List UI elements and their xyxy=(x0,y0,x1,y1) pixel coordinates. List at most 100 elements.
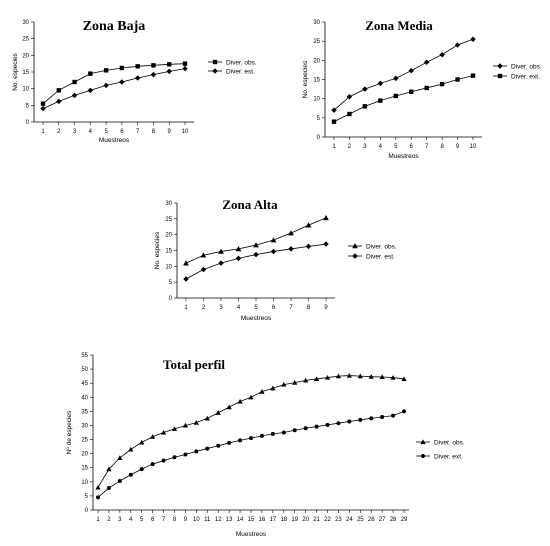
data-point xyxy=(103,68,109,73)
x-tick-label: 25 xyxy=(357,517,364,523)
y-axis-label: No. especies xyxy=(12,52,19,90)
data-point xyxy=(303,426,308,431)
data-point xyxy=(134,75,141,81)
x-tick-label: 4 xyxy=(89,129,93,135)
x-axis-label: Muestreos xyxy=(236,531,267,538)
data-point xyxy=(378,98,383,103)
x-tick-label: 5 xyxy=(140,517,144,523)
data-point xyxy=(281,381,287,387)
data-point xyxy=(139,467,144,472)
data-point xyxy=(270,431,275,436)
data-point xyxy=(235,246,242,252)
x-axis-label: Muestreos xyxy=(241,315,272,322)
legend-label: Diver. obs. xyxy=(366,243,397,250)
data-point xyxy=(96,495,100,500)
data-point xyxy=(402,409,406,414)
x-tick-label: 2 xyxy=(107,517,111,523)
x-tick-label: 3 xyxy=(219,305,223,311)
y-tick-label: 20 xyxy=(81,452,88,458)
y-tick-label: 20 xyxy=(22,53,29,59)
x-tick-label: 1 xyxy=(96,517,100,523)
x-tick-label: 9 xyxy=(456,144,460,150)
data-point xyxy=(160,429,167,435)
x-tick-label: 7 xyxy=(162,517,166,523)
x-tick-label: 18 xyxy=(280,517,287,523)
data-point xyxy=(347,111,352,117)
series-line xyxy=(333,38,474,111)
legend-entry: Diver. est. xyxy=(348,253,395,260)
series-1 xyxy=(331,36,476,113)
data-point xyxy=(368,374,374,379)
y-tick-label: 10 xyxy=(313,97,320,103)
x-tick-label: 7 xyxy=(136,129,140,135)
y-tick-label: 25 xyxy=(81,438,88,444)
data-point xyxy=(377,80,384,87)
data-point xyxy=(150,462,155,467)
data-point xyxy=(305,243,312,250)
x-tick-label: 5 xyxy=(104,129,108,135)
y-axis-label: No. especies xyxy=(302,60,309,98)
y-tick-label: 20 xyxy=(313,58,320,64)
data-point xyxy=(324,374,331,380)
x-tick-label: 14 xyxy=(237,517,244,523)
y-tick-label: 30 xyxy=(313,20,320,26)
data-point xyxy=(455,77,460,82)
legend-marker xyxy=(352,243,358,249)
legend-entry: Diver. ext. xyxy=(493,73,540,80)
series-line xyxy=(97,375,405,488)
x-axis-label: Muestreos xyxy=(99,137,130,144)
data-point xyxy=(393,93,398,99)
data-point xyxy=(331,107,337,113)
y-tick-label: 25 xyxy=(22,37,29,43)
y-tick-label: 10 xyxy=(81,480,88,486)
data-point xyxy=(183,260,189,266)
x-tick-label: 20 xyxy=(302,517,309,523)
x-tick-label: 26 xyxy=(368,517,375,523)
data-point xyxy=(205,446,210,451)
data-point xyxy=(401,376,407,382)
y-axis-label: Nº de especies xyxy=(66,410,73,454)
data-point xyxy=(172,455,177,460)
series-2 xyxy=(96,409,406,500)
legend-entry: Diver. obs. xyxy=(208,59,257,66)
data-point xyxy=(288,230,294,236)
x-tick-label: 1 xyxy=(41,129,45,135)
legend-marker xyxy=(497,73,503,79)
data-point xyxy=(215,410,221,415)
data-point xyxy=(166,68,172,75)
x-tick-label: 2 xyxy=(202,305,206,311)
data-point xyxy=(323,215,329,221)
chart-title: Zona Alta xyxy=(222,197,278,212)
data-point xyxy=(357,373,363,379)
data-point xyxy=(259,389,265,394)
data-point xyxy=(380,415,385,419)
data-point xyxy=(150,71,157,78)
legend-marker xyxy=(212,68,218,74)
x-tick-label: 27 xyxy=(379,517,386,523)
data-point xyxy=(288,246,294,252)
y-axis-label: No. especies xyxy=(154,231,161,269)
x-tick-label: 8 xyxy=(173,517,177,523)
x-tick-label: 6 xyxy=(272,305,276,311)
series-2 xyxy=(331,73,476,124)
data-point xyxy=(253,251,259,258)
data-point xyxy=(439,81,445,87)
data-point xyxy=(193,420,199,425)
legend-label: Diver. est. xyxy=(226,68,255,75)
data-point xyxy=(362,104,368,109)
y-tick-label: 5 xyxy=(317,116,321,122)
data-point xyxy=(248,394,254,400)
legend-label: Diver. ext. xyxy=(434,453,463,460)
series-1 xyxy=(95,372,407,490)
data-point xyxy=(128,446,134,452)
y-tick-label: 5 xyxy=(169,280,173,286)
x-tick-label: 3 xyxy=(363,144,367,150)
x-tick-label: 24 xyxy=(346,517,353,523)
series-line xyxy=(42,63,186,104)
data-point xyxy=(391,413,396,418)
data-point xyxy=(119,79,125,85)
data-point xyxy=(218,248,224,254)
legend-marker xyxy=(497,63,503,69)
